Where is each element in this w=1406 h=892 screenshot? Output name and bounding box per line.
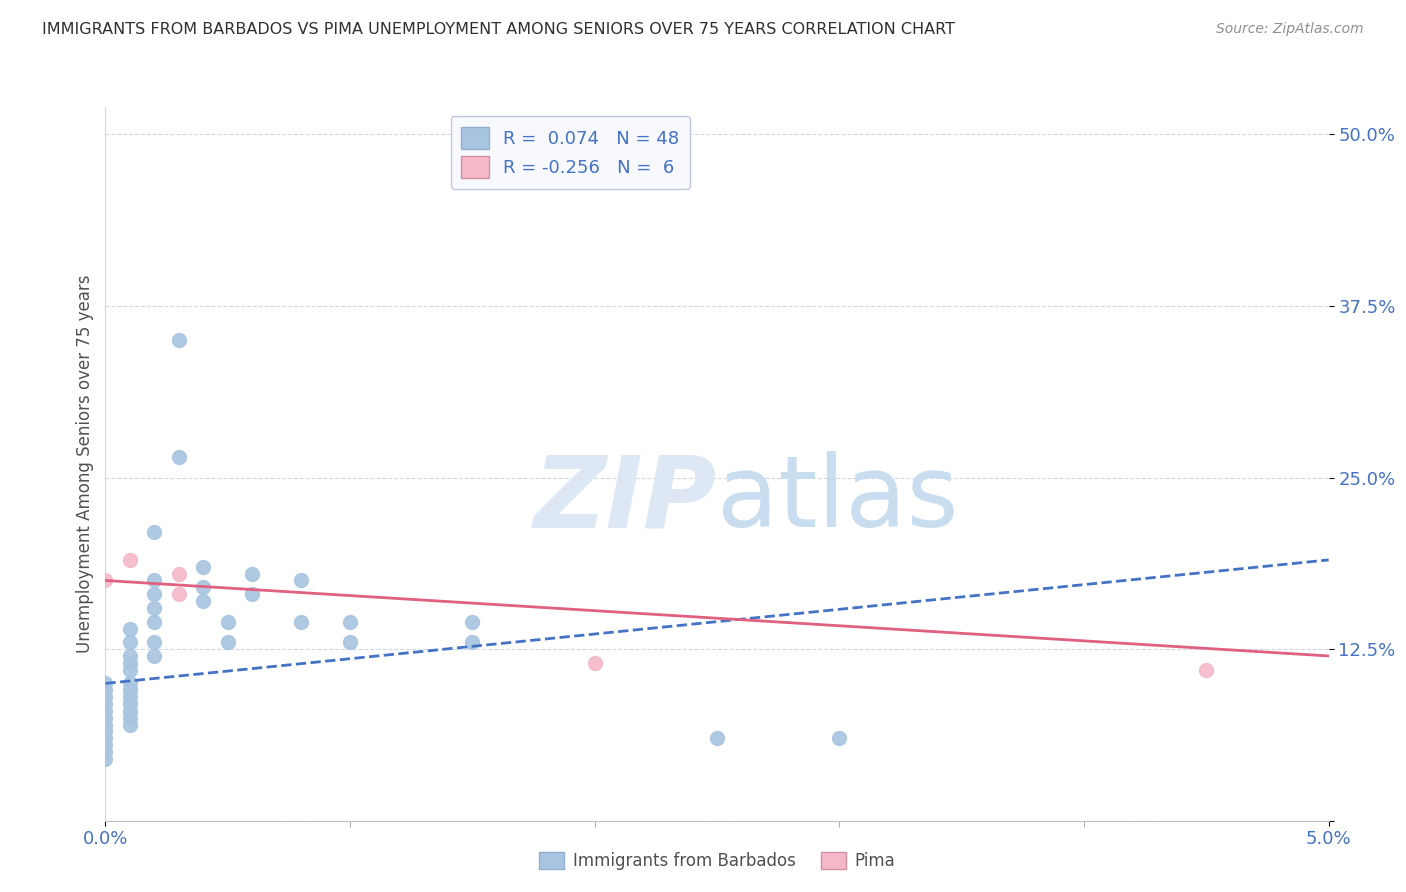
Point (290, 615, 312, 629)
Point (167, 450, 190, 464)
Point (118, 656, 141, 670)
Point (240, 566, 263, 581)
Point (583, 656, 606, 670)
Point (167, 587, 190, 601)
Point (143, 574, 166, 588)
Point (240, 587, 263, 601)
Point (94, 683, 117, 698)
Point (118, 648, 141, 663)
Point (118, 697, 141, 711)
Point (94, 704, 117, 718)
Point (94, 711, 117, 725)
Point (706, 731, 728, 746)
Point (167, 566, 190, 581)
Point (143, 601, 166, 615)
Point (94, 717, 117, 731)
Point (217, 635, 239, 649)
Point (118, 553, 141, 567)
Point (461, 635, 484, 649)
Point (94, 752, 117, 766)
Point (94, 724, 117, 739)
Point (118, 683, 141, 698)
Point (118, 622, 141, 636)
Point (94, 574, 117, 588)
Point (193, 559, 215, 574)
Point (193, 594, 215, 608)
Point (118, 676, 141, 690)
Point (143, 587, 166, 601)
Point (143, 635, 166, 649)
Point (118, 711, 141, 725)
Point (94, 745, 117, 759)
Point (217, 615, 239, 629)
Point (118, 690, 141, 705)
Point (193, 580, 215, 594)
Point (118, 704, 141, 718)
Point (143, 525, 166, 540)
Point (118, 663, 141, 677)
Point (339, 615, 361, 629)
Text: Source: ZipAtlas.com: Source: ZipAtlas.com (1216, 22, 1364, 37)
Point (461, 615, 484, 629)
Point (94, 676, 117, 690)
Point (94, 690, 117, 705)
Legend: Immigrants from Barbados, Pima: Immigrants from Barbados, Pima (533, 845, 901, 877)
Text: atlas: atlas (717, 451, 959, 548)
Point (167, 334, 190, 348)
Point (143, 615, 166, 629)
Point (118, 717, 141, 731)
Point (339, 635, 361, 649)
Point (118, 635, 141, 649)
Text: IMMIGRANTS FROM BARBADOS VS PIMA UNEMPLOYMENT AMONG SENIORS OVER 75 YEARS CORREL: IMMIGRANTS FROM BARBADOS VS PIMA UNEMPLO… (42, 22, 955, 37)
Y-axis label: Unemployment Among Seniors over 75 years: Unemployment Among Seniors over 75 years (76, 275, 94, 653)
Point (143, 648, 166, 663)
Point (290, 574, 312, 588)
Point (94, 697, 117, 711)
Point (1195, 663, 1218, 677)
Point (828, 731, 851, 746)
Point (94, 731, 117, 746)
Point (94, 738, 117, 752)
Text: ZIP: ZIP (534, 451, 717, 548)
